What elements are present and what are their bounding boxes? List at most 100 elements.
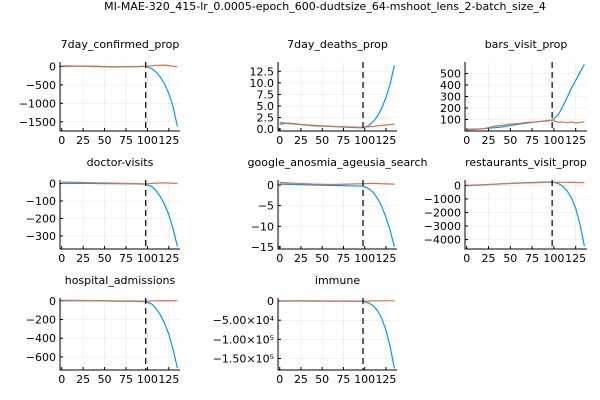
x-tick-label: 125 [565,134,586,147]
series-line-1 [279,183,395,248]
y-tick-label: 0 [267,179,274,192]
subplot-8: 0 25 50 75 100 125 0 −5.00×10⁴ −1.00×10⁵ −1.50×10… [213,274,397,386]
x-tick-label: 75 [336,373,350,386]
y-tick-label: −300 [26,230,56,243]
x-tick-label: 100 [543,252,564,265]
x-tick-label: 50 [503,252,517,265]
x-tick-label: 25 [76,373,90,386]
axis-spine [464,180,587,250]
x-tick-label: 50 [98,134,112,147]
x-tick-label: 25 [294,373,308,386]
y-tick-label: −15 [251,241,274,254]
y-tick-label: −3000 [424,220,461,233]
axis-spine [277,62,397,132]
y-tick-label: 100 [440,114,461,127]
x-tick-label: 25 [76,252,90,265]
axis-spine [59,298,180,371]
y-tick-label: 200 [440,102,461,115]
y-tick-label: 0 [267,295,274,308]
y-tick-label: −200 [26,314,56,327]
series-line-1 [61,300,178,369]
x-tick-label: 125 [158,134,179,147]
x-tick-label: 0 [58,373,65,386]
series-line-2 [61,64,178,68]
subplot-7: 0 25 50 75 100 125 0 −200 −400 −600 hospital_admis… [26,274,180,386]
y-tick-label: 10.0 [250,77,275,90]
x-tick-label: 50 [98,373,112,386]
x-tick-label: 50 [503,134,517,147]
subplot-6: 0 25 50 75 100 1250−1000−2000−3000−4000restau… [424,156,587,265]
axis-spine [277,180,397,250]
x-tick-label: 100 [137,252,158,265]
subplot-title: 7day_confirmed_prop [61,38,180,51]
y-tick-label: −2000 [424,206,461,219]
series-line-1 [466,181,585,247]
series-line-2 [279,181,395,186]
x-tick-label: 100 [354,373,375,386]
y-tick-label: −10 [251,220,274,233]
x-tick-label: 0 [463,134,470,147]
y-tick-label: −1500 [19,116,56,129]
x-tick-label: 125 [375,134,396,147]
y-tick-label: −1000 [19,97,56,110]
subplot-2: 0 25 50 75 100 125 0.02.55.07.510.012.5 7day_de… [250,38,397,147]
series-line-2 [466,119,585,131]
series-line-1 [61,65,178,127]
y-tick-label: −5 [258,200,274,213]
x-tick-label: 25 [76,134,90,147]
y-tick-label: −5.00×10⁴ [213,314,275,327]
y-tick-label: 0 [49,60,56,73]
x-tick-label: 125 [565,252,586,265]
y-tick-label: 0.0 [257,123,275,136]
y-tick-label: 2.5 [257,112,275,125]
y-tick-label: −1000 [424,193,461,206]
y-tick-label: 0 [49,177,56,190]
series-line-1 [61,182,178,247]
subplot-grid: 0 25 50 75 100 1250−500−1000−15007day_confirm… [19,38,587,386]
x-tick-label: 100 [354,252,375,265]
subplot-title: doctor-visits [87,156,154,169]
subplot-5: 0 25 50 75 100 125 0 −5 −10 −15 google_anosmia_age… [248,156,428,265]
x-tick-label: 100 [137,373,158,386]
y-tick-label: −600 [26,351,56,364]
x-tick-label: 0 [276,252,283,265]
subplot-title: hospital_admissions [65,274,176,287]
x-tick-label: 125 [158,373,179,386]
subplot-title: 7day_deaths_prop [287,38,388,51]
y-tick-label: 500 [440,68,461,81]
series-line-2 [61,181,178,185]
y-tick-label: 400 [440,79,461,92]
series-line-1 [279,65,395,129]
x-tick-label: 125 [158,252,179,265]
y-tick-label: −100 [26,195,56,208]
subplot-title: immune [315,274,360,287]
y-tick-label: −500 [26,79,56,92]
axis-spine [59,180,180,250]
y-tick-label: 0 [454,179,461,192]
axis-spine [277,298,397,371]
x-tick-label: 0 [58,134,65,147]
y-tick-label: 0 [49,295,56,308]
x-tick-label: 75 [525,134,539,147]
x-tick-label: 25 [294,252,308,265]
series-line-2 [466,181,585,187]
series-line-1 [466,64,585,130]
x-tick-label: 100 [354,134,375,147]
subplot-3: 0 25 50 75 100 125100200300400500bars_visit_p… [440,38,587,147]
y-tick-label: −400 [26,332,56,345]
subplot-title: bars_visit_prop [485,38,568,51]
subplot-4: 0 25 50 75 100 125 0 −100 −200 −300 doctor-visits [26,156,180,265]
y-tick-label: 7.5 [257,88,275,101]
x-tick-label: 75 [525,252,539,265]
y-tick-label: −4000 [424,234,461,247]
x-tick-label: 0 [58,252,65,265]
x-tick-label: 125 [375,252,396,265]
x-tick-label: 50 [315,252,329,265]
axis-spine [59,62,180,132]
subplot-1: 0 25 50 75 100 125 0 −500 −1000 −1500 7day_confirm… [19,38,180,147]
y-tick-label: −1.50×10⁵ [213,353,274,366]
x-tick-label: 75 [336,252,350,265]
x-tick-label: 125 [375,373,396,386]
x-tick-label: 0 [276,373,283,386]
